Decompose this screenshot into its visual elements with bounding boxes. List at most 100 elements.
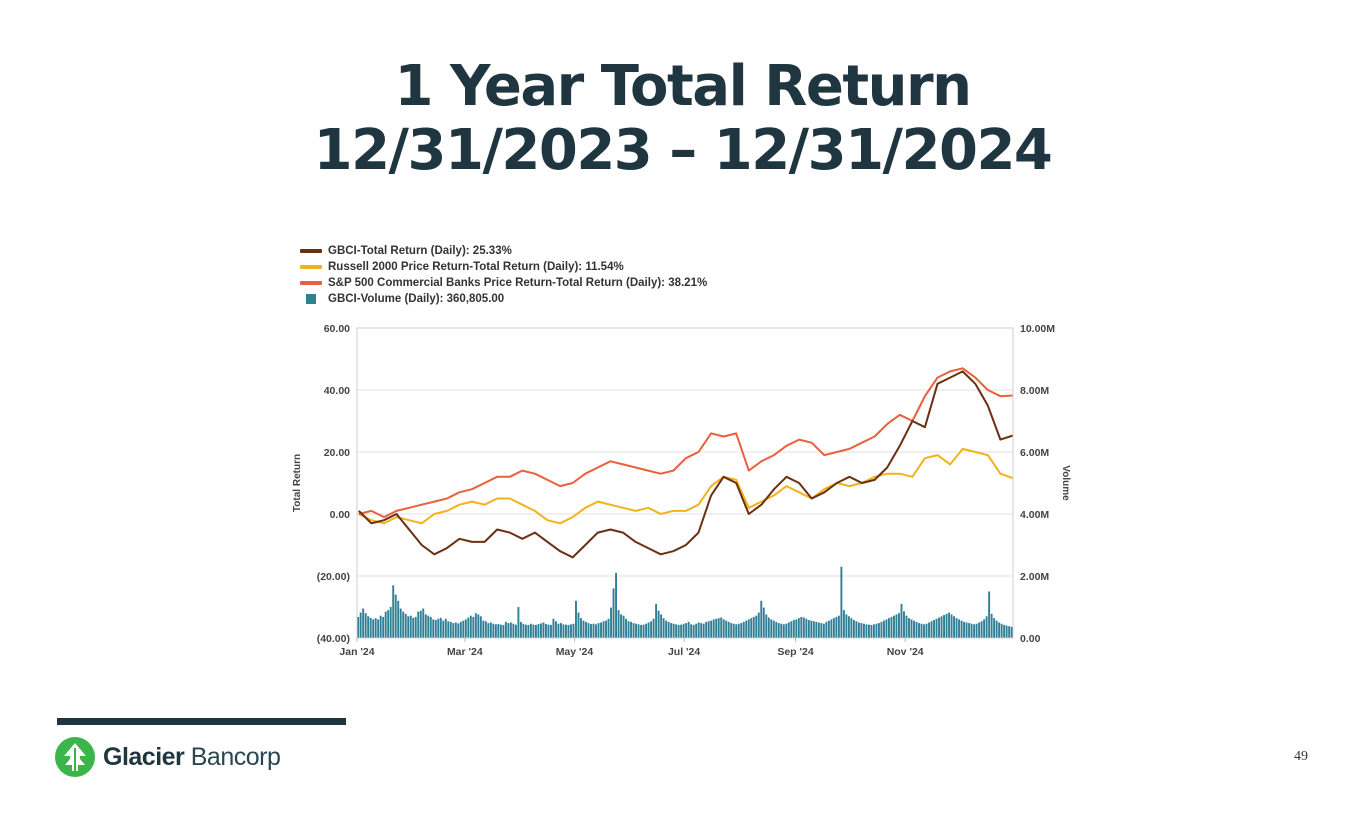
volume-bar <box>928 622 930 638</box>
volume-bar <box>780 623 783 638</box>
legend-swatch-gbci <box>300 249 322 253</box>
volume-bar <box>542 622 545 638</box>
volume-bar <box>484 621 487 638</box>
volume-bar <box>1005 625 1008 638</box>
volume-bar <box>522 623 525 638</box>
volume-bar <box>973 624 976 638</box>
volume-bar <box>587 623 590 638</box>
volume-bar <box>632 623 635 638</box>
legend-label-gbci: GBCI-Total Return (Daily): 25.33% <box>328 245 512 257</box>
volume-bar <box>910 619 913 638</box>
volume-bar <box>812 621 815 638</box>
footer-accent-bar <box>57 718 346 725</box>
volume-bar <box>517 607 520 638</box>
volume-bar <box>898 613 900 638</box>
y-tick-label: 40.00 <box>324 385 350 397</box>
volume-bar <box>404 613 407 638</box>
volume-bar <box>800 616 803 638</box>
volume-bar <box>675 624 678 638</box>
volume-bar <box>817 622 820 638</box>
volume-bar <box>885 619 888 638</box>
chart-legend: GBCI-Total Return (Daily): 25.33% Russel… <box>300 243 707 307</box>
volume-bar <box>710 620 713 638</box>
volume-bar <box>509 622 512 638</box>
volume-bar <box>797 618 800 638</box>
volume-bar <box>389 607 392 638</box>
volume-bar <box>862 623 865 638</box>
volume-bar <box>790 621 793 638</box>
volume-bar <box>857 622 860 638</box>
legend-item-russell: Russell 2000 Price Return-Total Return (… <box>300 259 707 275</box>
volume-bar <box>938 617 940 638</box>
volume-bar <box>657 610 660 638</box>
volume-bar <box>765 614 768 638</box>
grid-layer <box>357 327 1013 639</box>
volume-bar <box>775 621 778 638</box>
volume-bar <box>512 623 515 638</box>
volume-bar <box>514 624 517 638</box>
volume-bar <box>827 620 830 638</box>
volume-bar <box>978 622 981 638</box>
volume-bar <box>662 618 665 638</box>
volume-bar <box>630 621 633 638</box>
volume-bar <box>822 623 825 638</box>
volume-bar <box>925 623 928 638</box>
volume-bar <box>832 618 835 638</box>
y-tick-label: 0.00 <box>330 509 351 521</box>
logo-name-bold: Glacier <box>103 742 185 771</box>
title-line-2: 12/31/2023 – 12/31/2024 <box>313 118 1053 183</box>
volume-bar <box>437 618 440 638</box>
volume-bar <box>935 618 938 638</box>
y2-tick-label: 0.00 <box>1020 633 1041 645</box>
volume-bar <box>397 600 400 638</box>
volume-bar <box>985 616 988 638</box>
volume-bar <box>459 621 462 638</box>
volume-bar <box>1003 624 1006 638</box>
volume-bar <box>419 610 422 638</box>
volume-bar <box>677 624 680 638</box>
volume-bar <box>402 611 405 638</box>
volume-bar <box>965 622 968 638</box>
volume-bar <box>815 621 818 638</box>
volume-bar <box>534 624 537 638</box>
volume-bar <box>895 614 898 638</box>
volume-bar <box>755 615 758 638</box>
page-number: 49 <box>1294 749 1308 764</box>
volume-bar <box>948 612 951 638</box>
volume-bar <box>607 618 610 638</box>
volume-bar <box>845 614 848 638</box>
x-tick-label: Jan '24 <box>339 646 374 658</box>
volume-bar <box>580 618 582 638</box>
volume-bar <box>852 620 855 638</box>
volume-bar <box>382 616 385 638</box>
plot-frame <box>356 327 1014 639</box>
logo-wordmark: Glacier Bancorp <box>103 742 281 772</box>
volume-bar <box>429 616 432 638</box>
volume-bar <box>612 588 615 638</box>
volume-bar <box>933 620 935 638</box>
volume-bar <box>592 623 595 638</box>
volume-bar <box>890 616 893 638</box>
legend-swatch-sp500-banks <box>300 281 322 285</box>
volume-bar <box>915 621 918 638</box>
volume-bar <box>387 610 390 638</box>
volume-bar <box>444 618 447 638</box>
volume-bar <box>562 624 565 638</box>
volume-bar <box>943 615 945 638</box>
volume-bar <box>988 591 991 638</box>
volume-bar <box>600 622 602 638</box>
volume-bar <box>742 621 745 638</box>
volume-bar <box>737 623 740 638</box>
volume-bar <box>865 624 868 638</box>
volume-bar <box>409 615 412 638</box>
volume-bar <box>958 619 961 638</box>
volume-bar <box>998 622 1001 638</box>
volume-bar <box>1010 626 1013 638</box>
y-axis-ticks: 60.00 40.00 20.00 0.00 (20.00) (40.00) <box>317 323 350 645</box>
volume-bar <box>472 616 475 638</box>
x-tick-label: May '24 <box>556 646 594 658</box>
volume-bar <box>372 619 375 638</box>
sp500-banks-line <box>358 367 1014 519</box>
volume-bar <box>652 618 655 638</box>
volume-bar <box>497 624 500 638</box>
